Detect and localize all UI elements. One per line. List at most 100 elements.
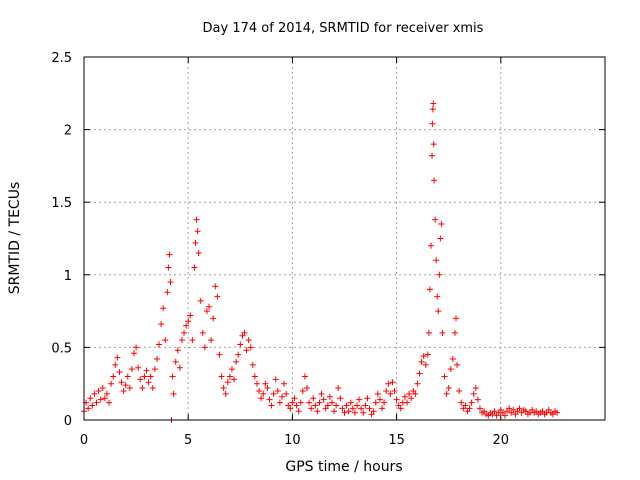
data-point: [216, 351, 223, 358]
chart-title: Day 174 of 2014, SRMTID for receiver xmi…: [203, 21, 484, 36]
data-point: [458, 399, 465, 406]
data-point: [166, 251, 173, 258]
x-axis-label: GPS time / hours: [285, 459, 402, 475]
data-point: [303, 385, 310, 392]
data-point: [314, 408, 321, 415]
data-point: [435, 308, 442, 315]
data-point: [245, 337, 252, 344]
data-point: [187, 312, 194, 319]
data-point: [391, 387, 398, 394]
data-point: [401, 393, 408, 400]
data-point: [128, 366, 135, 373]
data-point: [247, 344, 254, 351]
data-point: [170, 390, 177, 397]
data-point: [438, 220, 445, 227]
data-point: [226, 373, 233, 380]
data-point: [114, 354, 121, 361]
y-tick-label: 2: [64, 124, 72, 139]
data-point: [268, 402, 275, 409]
data-point: [389, 379, 396, 386]
data-point: [124, 373, 131, 380]
data-point: [501, 412, 508, 419]
data-point: [110, 373, 117, 380]
data-point: [418, 358, 425, 365]
data-point: [131, 350, 138, 357]
data-point: [462, 402, 469, 409]
data-point: [287, 405, 294, 412]
data-point: [370, 408, 377, 415]
data-point: [310, 395, 317, 402]
data-point: [149, 385, 156, 392]
data-point: [420, 353, 427, 360]
x-tick-label: 15: [388, 433, 405, 448]
data-point: [366, 405, 373, 412]
data-point: [387, 390, 394, 397]
data-point: [441, 373, 448, 380]
data-point: [141, 373, 148, 380]
data-point: [299, 387, 306, 394]
data-point: [122, 382, 129, 389]
data-point: [145, 379, 152, 386]
data-point: [201, 344, 208, 351]
data-point: [356, 396, 363, 403]
data-point: [372, 399, 379, 406]
data-point: [306, 399, 313, 406]
data-point: [429, 152, 436, 159]
y-axis-label: SRMTID / TECUs: [7, 182, 23, 295]
data-point: [183, 322, 190, 329]
data-point: [385, 380, 392, 387]
y-tick-label: 2.5: [51, 51, 72, 66]
data-point: [116, 369, 123, 376]
data-point: [516, 405, 523, 412]
data-point: [437, 235, 444, 242]
data-point: [430, 141, 437, 148]
data-point: [169, 373, 176, 380]
y-tick-label: 0: [64, 414, 72, 429]
data-point: [167, 279, 174, 286]
data-point: [406, 390, 413, 397]
data-point: [429, 106, 436, 113]
data-point: [160, 305, 167, 312]
data-point: [436, 271, 443, 278]
data-point: [172, 358, 179, 365]
data-point: [381, 399, 388, 406]
data-point: [165, 264, 172, 271]
data-point: [439, 329, 446, 336]
data-point: [289, 399, 296, 406]
data-point: [349, 405, 356, 412]
data-point: [99, 385, 106, 392]
data-point: [189, 337, 196, 344]
data-point: [137, 376, 144, 383]
data-point: [151, 366, 158, 373]
data-point: [192, 239, 199, 246]
data-point: [347, 399, 354, 406]
data-point: [93, 399, 100, 406]
data-point: [379, 405, 386, 412]
data-point: [335, 385, 342, 392]
data-point: [256, 387, 263, 394]
data-point: [454, 361, 461, 368]
data-point: [181, 329, 188, 336]
data-point: [195, 250, 202, 257]
data-point: [274, 387, 281, 394]
data-point: [383, 387, 390, 394]
data-point: [278, 393, 285, 400]
data-point: [228, 366, 235, 373]
data-point: [316, 399, 323, 406]
data-point: [258, 395, 265, 402]
data-point: [276, 399, 283, 406]
data-point: [429, 120, 436, 127]
data-point: [354, 402, 361, 409]
data-point: [331, 408, 338, 415]
x-tick-label: 0: [80, 433, 88, 448]
data-point: [360, 409, 367, 416]
data-point: [414, 380, 421, 387]
data-point: [434, 293, 441, 300]
data-point: [339, 405, 346, 412]
data-point: [260, 390, 267, 397]
data-point: [103, 390, 110, 397]
data-point: [445, 385, 452, 392]
data-point: [126, 385, 133, 392]
data-point: [264, 385, 271, 392]
data-point: [408, 395, 415, 402]
